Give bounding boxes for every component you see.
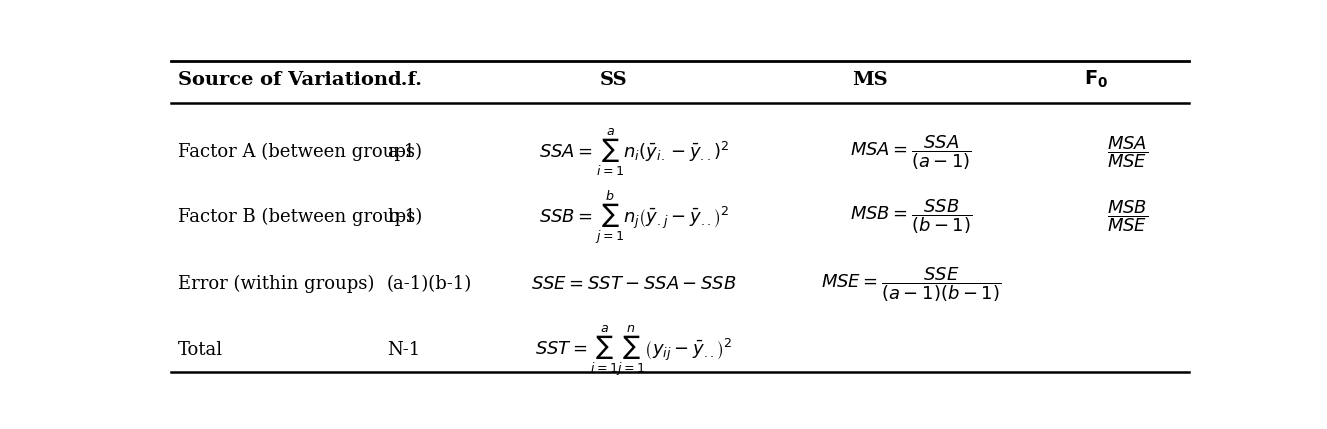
Text: Total: Total <box>178 341 223 360</box>
Text: $\mathbf{F_0}$: $\mathbf{F_0}$ <box>1084 69 1109 90</box>
Text: N-1: N-1 <box>387 341 421 360</box>
Text: SS: SS <box>600 70 628 88</box>
Text: $\mathit{SSE}=\mathit{SST}-\mathit{SSA}-\mathit{SSB}$: $\mathit{SSE}=\mathit{SST}-\mathit{SSA}-… <box>531 275 736 293</box>
Text: d.f.: d.f. <box>387 70 422 88</box>
Text: $\mathit{SSA}=\sum_{i=1}^{a}n_i\left(\bar{y}_{i.}-\bar{y}_{..}\right)^2$: $\mathit{SSA}=\sum_{i=1}^{a}n_i\left(\ba… <box>539 127 729 178</box>
Text: $\dfrac{\mathit{MSB}}{\mathit{MSE}}$: $\dfrac{\mathit{MSB}}{\mathit{MSE}}$ <box>1107 199 1148 235</box>
Text: Source of Variation: Source of Variation <box>178 70 389 88</box>
Text: Factor B (between groups): Factor B (between groups) <box>178 208 422 226</box>
Text: a-1: a-1 <box>387 143 415 161</box>
Text: $\dfrac{\mathit{MSA}}{\mathit{MSE}}$: $\dfrac{\mathit{MSA}}{\mathit{MSE}}$ <box>1107 134 1148 170</box>
Text: b-1: b-1 <box>387 208 415 226</box>
Text: $\mathit{MSA}=\dfrac{\mathit{SSA}}{(a-1)}$: $\mathit{MSA}=\dfrac{\mathit{SSA}}{(a-1)… <box>851 133 973 172</box>
Text: Factor A (between groups): Factor A (between groups) <box>178 143 422 161</box>
Text: (a-1)(b-1): (a-1)(b-1) <box>387 275 472 293</box>
Text: MS: MS <box>852 70 888 88</box>
Text: $\mathit{SSB}=\sum_{j=1}^{b}n_j\left(\bar{y}_{.j}-\bar{y}_{..}\right)^2$: $\mathit{SSB}=\sum_{j=1}^{b}n_j\left(\ba… <box>539 187 729 246</box>
Text: Error (within groups): Error (within groups) <box>178 275 374 293</box>
Text: $\mathit{SST}=\sum_{i=1}^{a}\sum_{j=1}^{n}\left(y_{ij}-\bar{y}_{..}\right)^2$: $\mathit{SST}=\sum_{i=1}^{a}\sum_{j=1}^{… <box>535 323 733 378</box>
Text: $\mathit{MSB}=\dfrac{\mathit{SSB}}{(b-1)}$: $\mathit{MSB}=\dfrac{\mathit{SSB}}{(b-1)… <box>851 197 973 236</box>
Text: $\mathit{MSE}=\dfrac{\mathit{SSE}}{(a-1)(b-1)}$: $\mathit{MSE}=\dfrac{\mathit{SSE}}{(a-1)… <box>821 265 1002 304</box>
